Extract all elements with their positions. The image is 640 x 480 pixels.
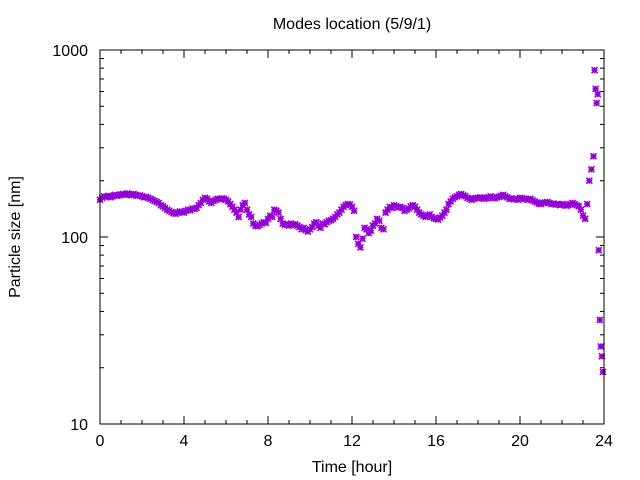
data-point (352, 233, 360, 241)
data-point (235, 213, 243, 221)
x-axis-label: Time [hour] (312, 459, 392, 476)
data-point (123, 189, 131, 197)
data-point (597, 342, 605, 350)
data-point (241, 199, 249, 207)
data-point (585, 177, 593, 185)
data-point (316, 224, 325, 232)
data-point (348, 203, 356, 211)
data-point (594, 90, 602, 98)
data-point (354, 240, 362, 248)
x-tick-label: 20 (511, 433, 529, 450)
x-tick-label: 24 (595, 433, 613, 450)
data-point (268, 213, 276, 221)
data-point (599, 368, 607, 376)
data-point (274, 209, 283, 217)
data-point (308, 223, 316, 231)
data-point (593, 99, 601, 107)
data-point (375, 217, 383, 225)
data-point (262, 219, 270, 227)
data-point (358, 235, 367, 243)
x-tick-label: 0 (96, 433, 105, 450)
data-point (589, 152, 598, 160)
data-point (596, 316, 604, 324)
x-tick-label: 12 (343, 433, 361, 450)
data-point (598, 352, 606, 360)
chart-title: Modes location (5/9/1) (273, 16, 431, 33)
data-point (277, 215, 285, 223)
data-point (371, 219, 379, 228)
data-point (577, 206, 585, 214)
data-point (115, 191, 123, 199)
axis-ticks: 0 4 8 12 16 20 24 10 100 1000 (52, 43, 613, 450)
data-point (455, 191, 463, 199)
data-point (595, 246, 603, 254)
data-point (243, 206, 251, 214)
data-point (125, 190, 133, 198)
y-tick-label: 10 (70, 417, 88, 434)
x-tick-label: 8 (264, 433, 273, 450)
plot-frame (99, 49, 605, 425)
data-point (581, 215, 589, 223)
data-point (590, 66, 599, 74)
data-point (363, 225, 371, 233)
data-point (379, 225, 388, 233)
x-tick-label: 4 (180, 433, 189, 450)
data-point (587, 165, 595, 173)
data-points (96, 66, 607, 376)
data-point (312, 218, 320, 226)
data-point (592, 85, 600, 93)
data-point (367, 227, 375, 235)
data-point (247, 213, 255, 221)
data-point (356, 243, 364, 251)
y-tick-label: 100 (61, 230, 88, 247)
data-point (119, 190, 127, 198)
data-point (442, 206, 451, 214)
data-point (575, 202, 583, 210)
data-point (350, 207, 358, 215)
y-axis-label: Particle size [nm] (7, 176, 24, 298)
data-point (583, 200, 591, 208)
x-tick-label: 16 (427, 433, 445, 450)
data-point (232, 209, 241, 217)
data-point (130, 190, 138, 198)
y-tick-label: 1000 (52, 43, 88, 60)
data-point (237, 206, 245, 214)
